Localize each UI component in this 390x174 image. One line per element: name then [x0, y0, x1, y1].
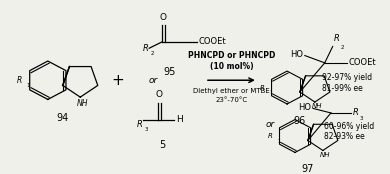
Text: O: O — [160, 13, 167, 22]
Text: R: R — [16, 76, 22, 85]
Text: or: or — [265, 120, 274, 129]
Text: R: R — [353, 108, 359, 117]
Text: O: O — [156, 90, 163, 99]
Text: +: + — [111, 73, 124, 88]
Text: NH: NH — [77, 99, 89, 108]
Text: R: R — [268, 133, 273, 139]
Text: NH: NH — [312, 104, 323, 109]
Text: 60-96% yield
82-93% ee: 60-96% yield 82-93% ee — [324, 122, 374, 141]
Text: HO: HO — [290, 50, 303, 59]
Text: 1: 1 — [27, 83, 30, 88]
Text: H: H — [176, 115, 183, 124]
Text: 1: 1 — [269, 90, 273, 95]
Text: 95: 95 — [163, 66, 175, 77]
Text: COOEt: COOEt — [199, 37, 227, 46]
Text: 92-97% yield
81-99% ee: 92-97% yield 81-99% ee — [322, 73, 372, 93]
Text: (10 mol%): (10 mol%) — [209, 62, 253, 71]
Text: NH: NH — [320, 152, 330, 158]
Text: R: R — [334, 34, 340, 43]
Text: 3: 3 — [144, 127, 148, 132]
Text: Diethyl ether or MTBE: Diethyl ether or MTBE — [193, 88, 270, 94]
Text: COOEt: COOEt — [349, 58, 376, 67]
Text: or: or — [149, 76, 158, 85]
Text: 5: 5 — [159, 140, 165, 150]
Text: PHNCPD or PHNCPD: PHNCPD or PHNCPD — [188, 51, 275, 60]
Text: 94: 94 — [56, 113, 69, 123]
Text: 2: 2 — [150, 51, 154, 56]
Text: 96: 96 — [294, 116, 306, 125]
Text: 2: 2 — [341, 45, 344, 50]
Text: R: R — [142, 44, 148, 53]
Text: 1: 1 — [277, 139, 280, 144]
Text: 97: 97 — [301, 164, 314, 174]
Text: 23°-70°C: 23°-70°C — [215, 97, 247, 103]
Text: R: R — [136, 120, 142, 129]
Text: HO: HO — [298, 103, 311, 112]
Text: 3: 3 — [360, 116, 363, 121]
Text: R: R — [260, 85, 264, 90]
